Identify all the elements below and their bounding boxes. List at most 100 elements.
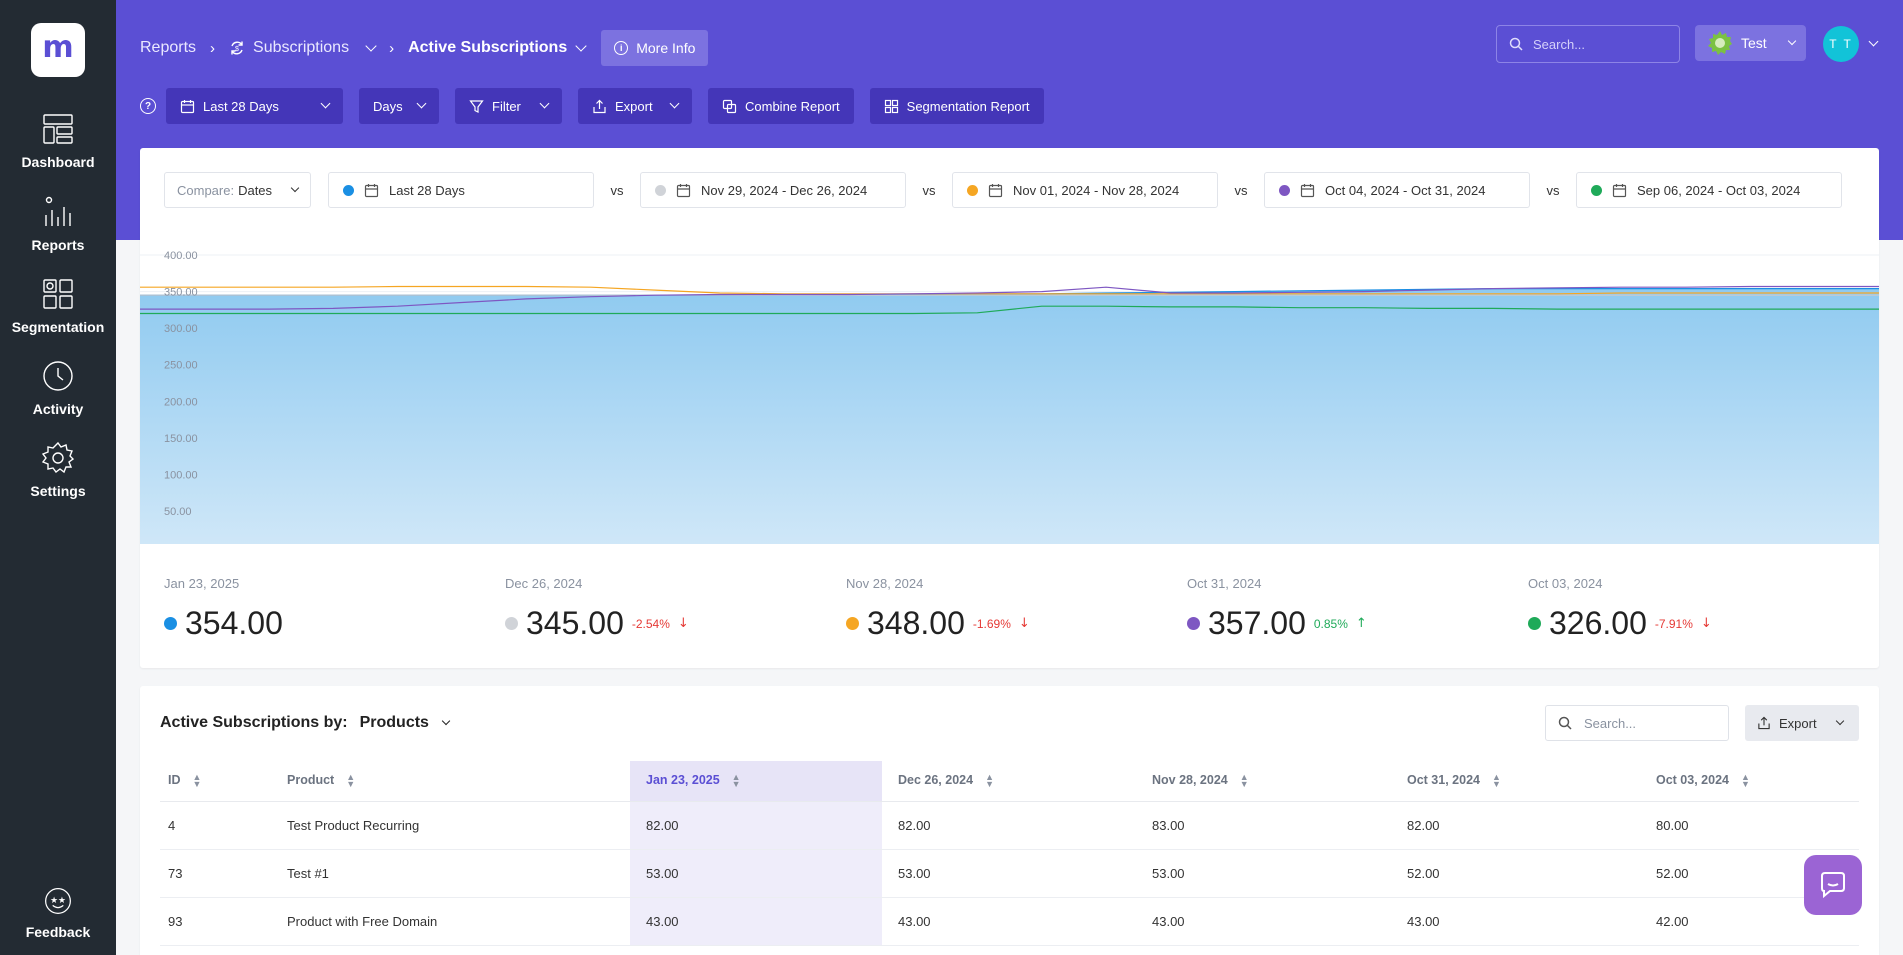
column-header-current[interactable]: Jan 23, 2025 ▲ ▼ [630, 761, 882, 802]
account-switcher[interactable]: Test [1695, 25, 1806, 61]
cell-value: 82.00 [882, 801, 1136, 850]
account-gear-icon [1708, 31, 1732, 55]
compare-range-1[interactable]: Nov 29, 2024 - Dec 26, 2024 [640, 172, 906, 208]
interval-label: Days [373, 98, 403, 114]
filter-icon [469, 99, 484, 113]
stat-change: -7.91% [1654, 616, 1693, 631]
table-row[interactable]: 93 Product with Free Domain 43.00 43.00 … [160, 897, 1859, 946]
sidebar-item-segmentation[interactable]: Segmentation [0, 277, 116, 335]
stat-change: -1.69% [972, 616, 1011, 631]
table-search-input[interactable]: Search... [1545, 705, 1729, 741]
column-header-compare-3[interactable]: Oct 31, 2024 ▲ ▼ [1391, 761, 1640, 802]
upload-icon [1758, 716, 1770, 730]
search-icon [1509, 37, 1523, 51]
column-header-compare-4[interactable]: Oct 03, 2024 ▲ ▼ [1640, 761, 1859, 802]
chat-icon [1821, 872, 1845, 899]
export-button[interactable]: Export [578, 88, 692, 124]
breakdown-table-card: Active Subscriptions by: Products Search… [140, 686, 1879, 955]
chat-support-button[interactable] [1804, 855, 1862, 915]
column-header-compare-2[interactable]: Nov 28, 2024 ▲ ▼ [1136, 761, 1391, 802]
series-color-dot [1187, 617, 1200, 630]
group-by-label: Products [359, 714, 429, 731]
sort-icon: ▲ ▼ [731, 772, 741, 790]
sidebar-item-label: Segmentation [11, 319, 105, 335]
dashboard-icon [43, 114, 73, 144]
column-header-compare-1[interactable]: Dec 26, 2024 ▲ ▼ [882, 761, 1136, 802]
grid-icon [884, 99, 898, 113]
combine-report-button[interactable]: Combine Report [708, 88, 854, 124]
avatar-chevron-icon[interactable] [1868, 36, 1879, 47]
table-row[interactable]: 4 Test Product Recurring 82.00 82.00 83.… [160, 801, 1859, 850]
sidebar-item-activity[interactable]: Activity [0, 359, 116, 417]
breadcrumb-separator: › [210, 39, 216, 57]
table-title: Active Subscriptions by: Products [160, 714, 451, 732]
series-line-4 [140, 305, 1879, 315]
filter-button[interactable]: Filter [455, 88, 562, 124]
reports-icon [45, 196, 71, 226]
column-header-label: Jan 23, 2025 [646, 773, 720, 788]
header-search-input[interactable]: Search... [1496, 25, 1680, 63]
table-row[interactable]: 73 Test #1 53.00 53.00 53.00 52.00 52.00 [160, 849, 1859, 898]
compare-range-0[interactable]: Last 28 Days [328, 172, 594, 208]
stat-change: 0.85% [1313, 616, 1348, 631]
compare-select[interactable]: Compare: Dates [164, 172, 311, 208]
column-header-label: Product [287, 773, 335, 788]
breadcrumb-subscriptions[interactable]: $ Subscriptions [229, 39, 377, 57]
cell-value: 43.00 [1136, 897, 1391, 946]
column-header-label: Oct 03, 2024 [1656, 773, 1729, 788]
column-header-product[interactable]: Product ▲ ▼ [279, 761, 630, 802]
segmentation-report-button[interactable]: Segmentation Report [869, 88, 1044, 124]
y-tick-label: 100.00 [164, 469, 198, 481]
cell-product: Test Product Recurring [279, 801, 630, 850]
cell-value: 52.00 [1391, 849, 1640, 898]
interval-select[interactable]: Days [359, 88, 439, 124]
breadcrumb-reports[interactable]: Reports [140, 39, 197, 56]
cell-value: 80.00 [1640, 801, 1859, 850]
chevron-down-icon [365, 39, 377, 52]
sidebar-item-settings[interactable]: Settings [0, 441, 116, 499]
y-tick-label: 300.00 [164, 323, 198, 335]
cell-value: 53.00 [882, 849, 1136, 898]
compare-row: Compare: Dates Last 28 Days vs Nov 29, 2… [164, 172, 1842, 208]
sort-icon: ▲ ▼ [346, 772, 356, 790]
sidebar-item-label: Activity [32, 401, 84, 417]
compare-range-2[interactable]: Nov 01, 2024 - Nov 28, 2024 [952, 172, 1218, 208]
column-header-label: Oct 31, 2024 [1407, 773, 1480, 788]
avatar[interactable]: T T [1823, 26, 1859, 62]
compare-label: Compare: [177, 182, 235, 198]
group-by-select[interactable]: Products [359, 714, 451, 732]
segmentation-report-label: Segmentation Report [906, 98, 1030, 114]
sidebar-item-dashboard[interactable]: Dashboard [0, 112, 116, 170]
app-logo[interactable]: m [31, 23, 85, 77]
compare-range-4[interactable]: Sep 06, 2024 - Oct 03, 2024 [1576, 172, 1842, 208]
cell-value: 53.00 [1136, 849, 1391, 898]
vs-label: vs [1234, 182, 1248, 198]
sidebar-item-label: Dashboard [21, 154, 95, 170]
date-range-select[interactable]: Last 28 Days [166, 88, 343, 124]
help-icon[interactable]: ? [140, 98, 156, 114]
calendar-icon [1300, 183, 1315, 197]
sidebar-item-feedback[interactable]: ★★ Feedback [0, 886, 116, 940]
cell-product: Product with Free Domain [279, 897, 630, 946]
cell-value: 43.00 [1391, 897, 1640, 946]
breadcrumb-current[interactable]: Active Subscriptions [408, 39, 587, 57]
compare-range-3[interactable]: Oct 04, 2024 - Oct 31, 2024 [1264, 172, 1530, 208]
series-color-dot [164, 617, 177, 630]
column-header-id[interactable]: ID ▲ ▼ [160, 761, 279, 802]
more-info-button[interactable]: i More Info [601, 30, 709, 66]
sidebar-item-reports[interactable]: Reports [0, 195, 116, 253]
sort-icon: ▲ ▼ [1740, 772, 1750, 790]
chevron-down-icon [669, 98, 680, 109]
chevron-down-icon [1835, 716, 1844, 725]
segmentation-icon [43, 279, 73, 309]
calendar-icon [988, 183, 1003, 197]
feedback-icon: ★★ [45, 888, 71, 914]
toolbar: ? Last 28 Days Days Filter Export Combin… [140, 88, 1044, 124]
table-export-button[interactable]: Export [1745, 705, 1859, 741]
chart-card: Compare: Dates Last 28 Days vs Nov 29, 2… [140, 148, 1879, 668]
compare-range-label: Oct 04, 2024 - Oct 31, 2024 [1325, 182, 1486, 198]
stat-date: Dec 26, 2024 [505, 576, 583, 591]
active-subscriptions-chart[interactable]: 400.00 350.00 300.00 250.00 200.00 150.00 100.… [140, 244, 1879, 544]
subscription-icon: $ [231, 41, 243, 55]
breadcrumb-separator: › [389, 39, 395, 57]
